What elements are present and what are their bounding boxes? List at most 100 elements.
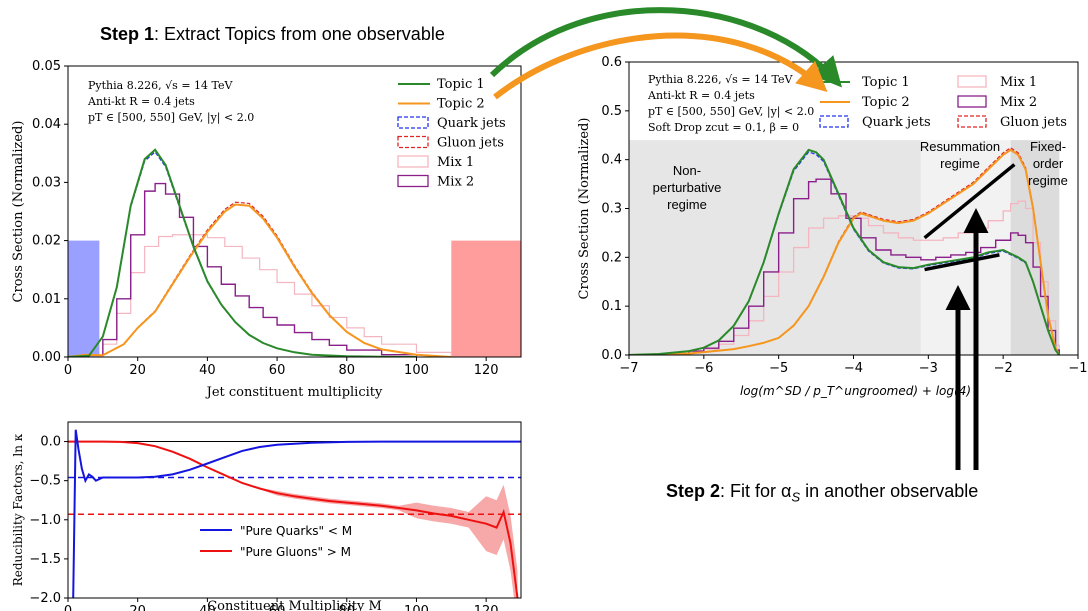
right-info-line: Pythia 8.226, √s = 14 TeV: [648, 73, 794, 86]
y-tick-label: −0.5: [29, 474, 61, 489]
left-legend-label: Mix 1: [437, 155, 474, 170]
series-pure-gluons: [68, 440, 519, 598]
left-legend-label: Topic 2: [437, 97, 485, 112]
x-tick-label: 100: [404, 604, 429, 611]
fixed-order-regime-label: Fixed-: [1030, 139, 1066, 154]
x-tick-label: −6: [694, 361, 713, 376]
step2-text: : Fit for α: [720, 481, 792, 501]
right-legend-label: Mix 1: [1000, 75, 1037, 90]
right-axes: −7 −6 −5 −4 −3 −2 −1 0.0 0.1 0.2 0.3 0.4 0.5 0.6: [601, 55, 1087, 376]
x-tick-label: −7: [619, 361, 638, 376]
series-topic1: [68, 148, 417, 357]
pure-gluons-band: [68, 440, 518, 598]
bottom-plot-area: [68, 429, 521, 598]
right-info-line: Soft Drop zcut = 0.1, β = 0: [648, 121, 799, 134]
right-legend-label: Mix 2: [1000, 95, 1037, 110]
left-legend-swatch: [397, 116, 429, 129]
y-tick-label: −2.0: [29, 591, 61, 606]
series-topic2: [629, 148, 1061, 355]
bottom-axes-frame: [67, 421, 522, 599]
right-legend-swatch: [819, 115, 849, 128]
right-ylabel: Cross Section (Normalized): [577, 118, 592, 300]
series-pure-quarks: [72, 429, 521, 598]
x-tick-label: −2: [994, 361, 1013, 376]
left-legend-label: Topic 1: [437, 77, 485, 92]
y-tick-label: −1.5: [29, 552, 61, 567]
step1-text: : Extract Topics from one observable: [154, 24, 445, 44]
left-axes: 0 20 40 60 80 100 120 0.00 0.01 0.02 0.03 0.04 0.05: [32, 59, 522, 378]
gluon-region-band: [451, 240, 521, 357]
step1-caption: Step 1: Extract Topics from one observab…: [100, 24, 445, 45]
right-legend-label: Topic 2: [862, 95, 910, 110]
y-tick-label: 0.03: [32, 175, 61, 190]
topic2-transfer-arrow: [493, 32, 828, 100]
right-plot-area: [629, 140, 1061, 355]
bottom-legend-label: "Pure Quarks" < M: [240, 524, 352, 538]
y-tick-label: 0.1: [601, 299, 622, 314]
series-mix2: [629, 178, 1060, 355]
right-legend-label: Topic 1: [862, 75, 910, 90]
right-legend-label: Quark jets: [862, 115, 931, 130]
x-tick-label: −1: [1068, 361, 1087, 376]
x-tick-label: 120: [474, 363, 499, 378]
right-info-line: pT ∈ [500, 550] GeV, |y| < 2.0: [648, 105, 814, 119]
step1-bold: Step 1: [100, 24, 155, 44]
right-legend-swatch: [957, 95, 987, 108]
non-perturbative-regime-band: [629, 140, 921, 355]
resummation-regime-label: Resummation: [920, 139, 1000, 154]
left-plot-area: [68, 148, 521, 357]
y-tick-label: 0.3: [601, 202, 622, 217]
left-xlabel: Jet constituent multiplicity: [205, 385, 383, 400]
x-tick-label: 60: [269, 363, 286, 378]
right-legend-swatch: [957, 115, 987, 128]
x-tick-label: 60: [269, 604, 286, 611]
right-legend-swatch: [957, 75, 987, 88]
left-info-line: Anti-kt R = 0.4 jets: [87, 95, 195, 108]
bottom-legend-label: "Pure Gluons" > M: [240, 545, 351, 559]
y-tick-label: 0.01: [32, 292, 61, 307]
series-mix2: [68, 182, 418, 357]
step2-text2: in another observable: [800, 481, 979, 501]
y-tick-label: 0.6: [601, 55, 622, 70]
resummation-fit-upper: [923, 163, 1016, 240]
bottom-ylabel: Reducibility Factors, ln κ: [11, 433, 25, 586]
left-ylabel: Cross Section (Normalized): [11, 121, 26, 303]
y-tick-label: 0.0: [601, 348, 622, 363]
fixed-order-regime-label: regime: [1028, 173, 1068, 188]
y-tick-label: 0.05: [32, 59, 61, 74]
fixed-order-regime-band: [1010, 140, 1060, 355]
non-perturbative-regime-label: perturbative: [653, 180, 722, 195]
bottom-xlabel: Constituent Multiplicity M: [207, 599, 382, 611]
y-tick-label: 0.00: [32, 350, 61, 365]
x-tick-label: 80: [338, 604, 355, 611]
left-info-line: Pythia 8.226, √s = 14 TeV: [88, 79, 234, 92]
non-perturbative-regime-label: regime: [667, 197, 707, 212]
right-info-line: Anti-kt R = 0.4 jets: [647, 89, 755, 102]
left-info-line: pT ∈ [500, 550] GeV, |y| < 2.0: [88, 111, 254, 125]
x-tick-label: −3: [919, 361, 938, 376]
left-legend-label: Gluon jets: [437, 136, 504, 151]
x-tick-label: 80: [338, 363, 355, 378]
series-mix1: [629, 200, 1060, 355]
fixed-order-regime-label: order: [1033, 156, 1064, 171]
non-perturbative-regime-label: Non-: [673, 163, 701, 178]
resummation-regime-label: regime: [940, 156, 980, 171]
resummation-regime-band: [920, 140, 1011, 355]
right-legend-label: Gluon jets: [1000, 115, 1067, 130]
left-legend-swatch: [397, 155, 429, 168]
left-axes-frame: [67, 65, 522, 358]
series-gluon-jets: [68, 201, 452, 357]
x-tick-label: 0: [64, 363, 72, 378]
right-xlabel: log(m^SD / p_T^ungroomed) + log(4): [740, 384, 971, 398]
x-tick-label: 20: [129, 604, 146, 611]
x-tick-label: 0: [64, 604, 72, 611]
y-tick-label: 0.4: [601, 153, 622, 168]
step2-caption: Step 2: Fit for αS in another observable: [666, 481, 978, 505]
y-tick-label: 0.2: [601, 250, 622, 265]
y-tick-label: 0.04: [32, 117, 61, 132]
series-topic2: [68, 203, 452, 357]
series-mix1: [68, 234, 452, 357]
step2-bold: Step 2: [666, 481, 721, 501]
x-tick-label: 40: [199, 604, 216, 611]
